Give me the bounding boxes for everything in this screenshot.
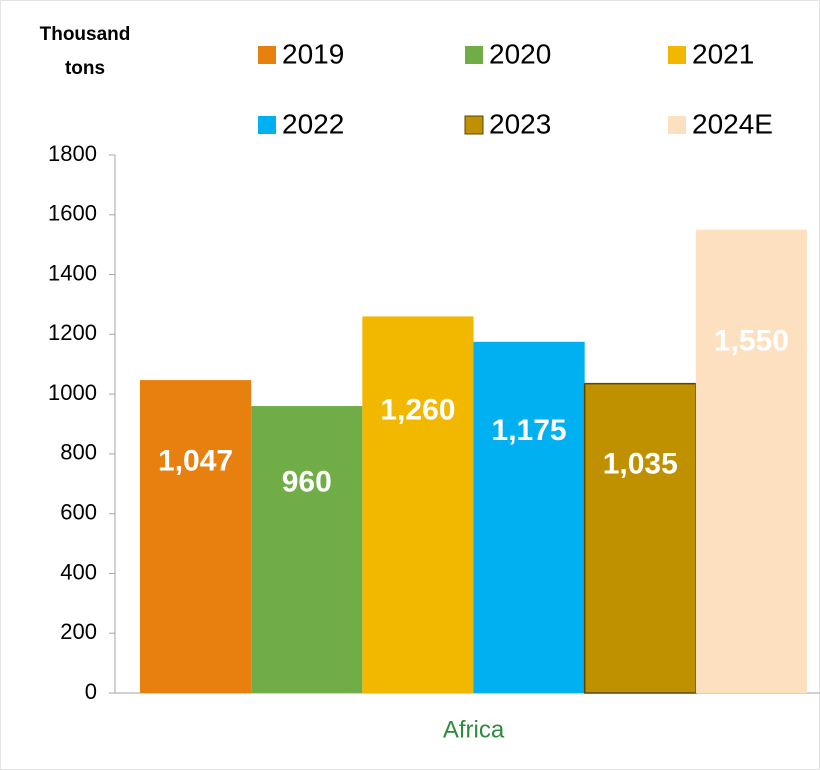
y-tick-label: 600 [60,499,97,524]
bar [583,382,697,694]
y-tick-label: 1600 [48,201,97,226]
legend-label: 2024E [692,108,773,139]
y-tick-label: 0 [85,679,97,704]
y-tick-label: 1400 [48,260,97,285]
value-label: 1,035 [603,447,678,480]
y-tick-label: 1200 [48,320,97,345]
bar [251,406,363,693]
legend-swatch [464,115,484,135]
legend-label: 2020 [489,38,551,69]
legend-label: 2021 [692,38,754,69]
y-tick-label: 400 [60,559,97,584]
value-label: 960 [282,465,332,498]
legend-swatch [258,116,276,134]
y-tick-label: 1000 [48,380,97,405]
legend-swatch [258,46,276,64]
legend-swatch [465,46,483,64]
bar [695,229,807,693]
legend-swatch [668,116,686,134]
legend-label: 2023 [489,108,551,139]
y-tick-label: 200 [60,619,97,644]
value-label: 1,175 [492,414,567,447]
legend-label: 2022 [282,108,344,139]
legend-swatch [668,46,686,64]
value-label: 1,047 [158,445,233,478]
y-tick-label: 1800 [48,141,97,166]
value-label: 1,550 [714,324,789,357]
bar [473,341,585,693]
y-tick-label: 800 [60,440,97,465]
bar [362,316,474,693]
value-label: 1,260 [380,394,455,427]
x-tick-label: Africa [443,716,505,743]
y-axis-label: Thousand tons [39,24,131,79]
legend-label: 2019 [282,38,344,69]
bar [140,380,252,693]
